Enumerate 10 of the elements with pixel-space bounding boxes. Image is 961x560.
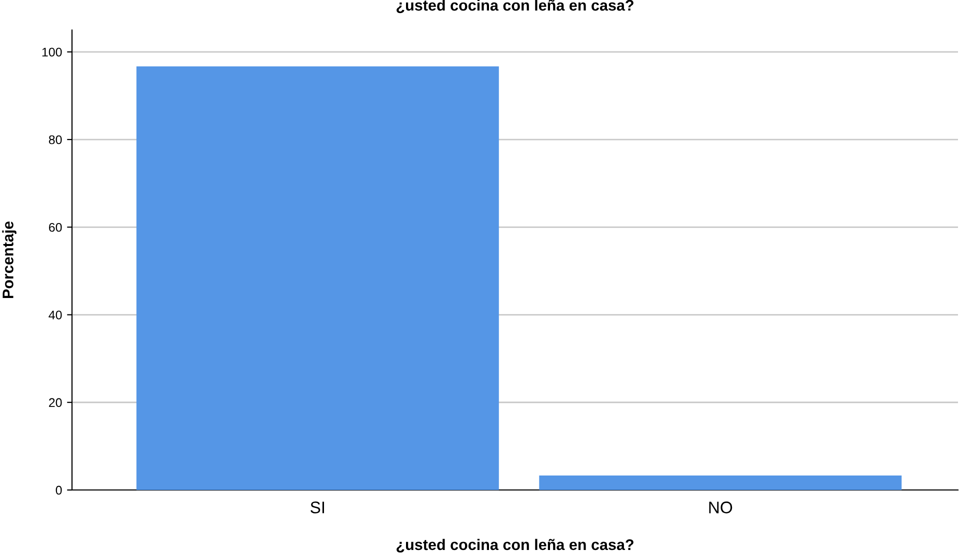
x-tick-label: NO — [709, 502, 732, 514]
y-tick-label: 0 — [56, 486, 62, 495]
y-tick-label: 60 — [49, 222, 62, 232]
x-axis-title: ¿usted cocina con leña en casa? — [396, 538, 634, 553]
x-tick-label: SI — [310, 502, 324, 514]
y-tick-label: 100 — [42, 48, 62, 57]
y-axis-title: Porcentaje — [2, 221, 16, 298]
y-tick-label: 40 — [48, 310, 62, 320]
y-tick-label: 20 — [49, 398, 62, 408]
y-tick-label: 80 — [48, 135, 62, 144]
